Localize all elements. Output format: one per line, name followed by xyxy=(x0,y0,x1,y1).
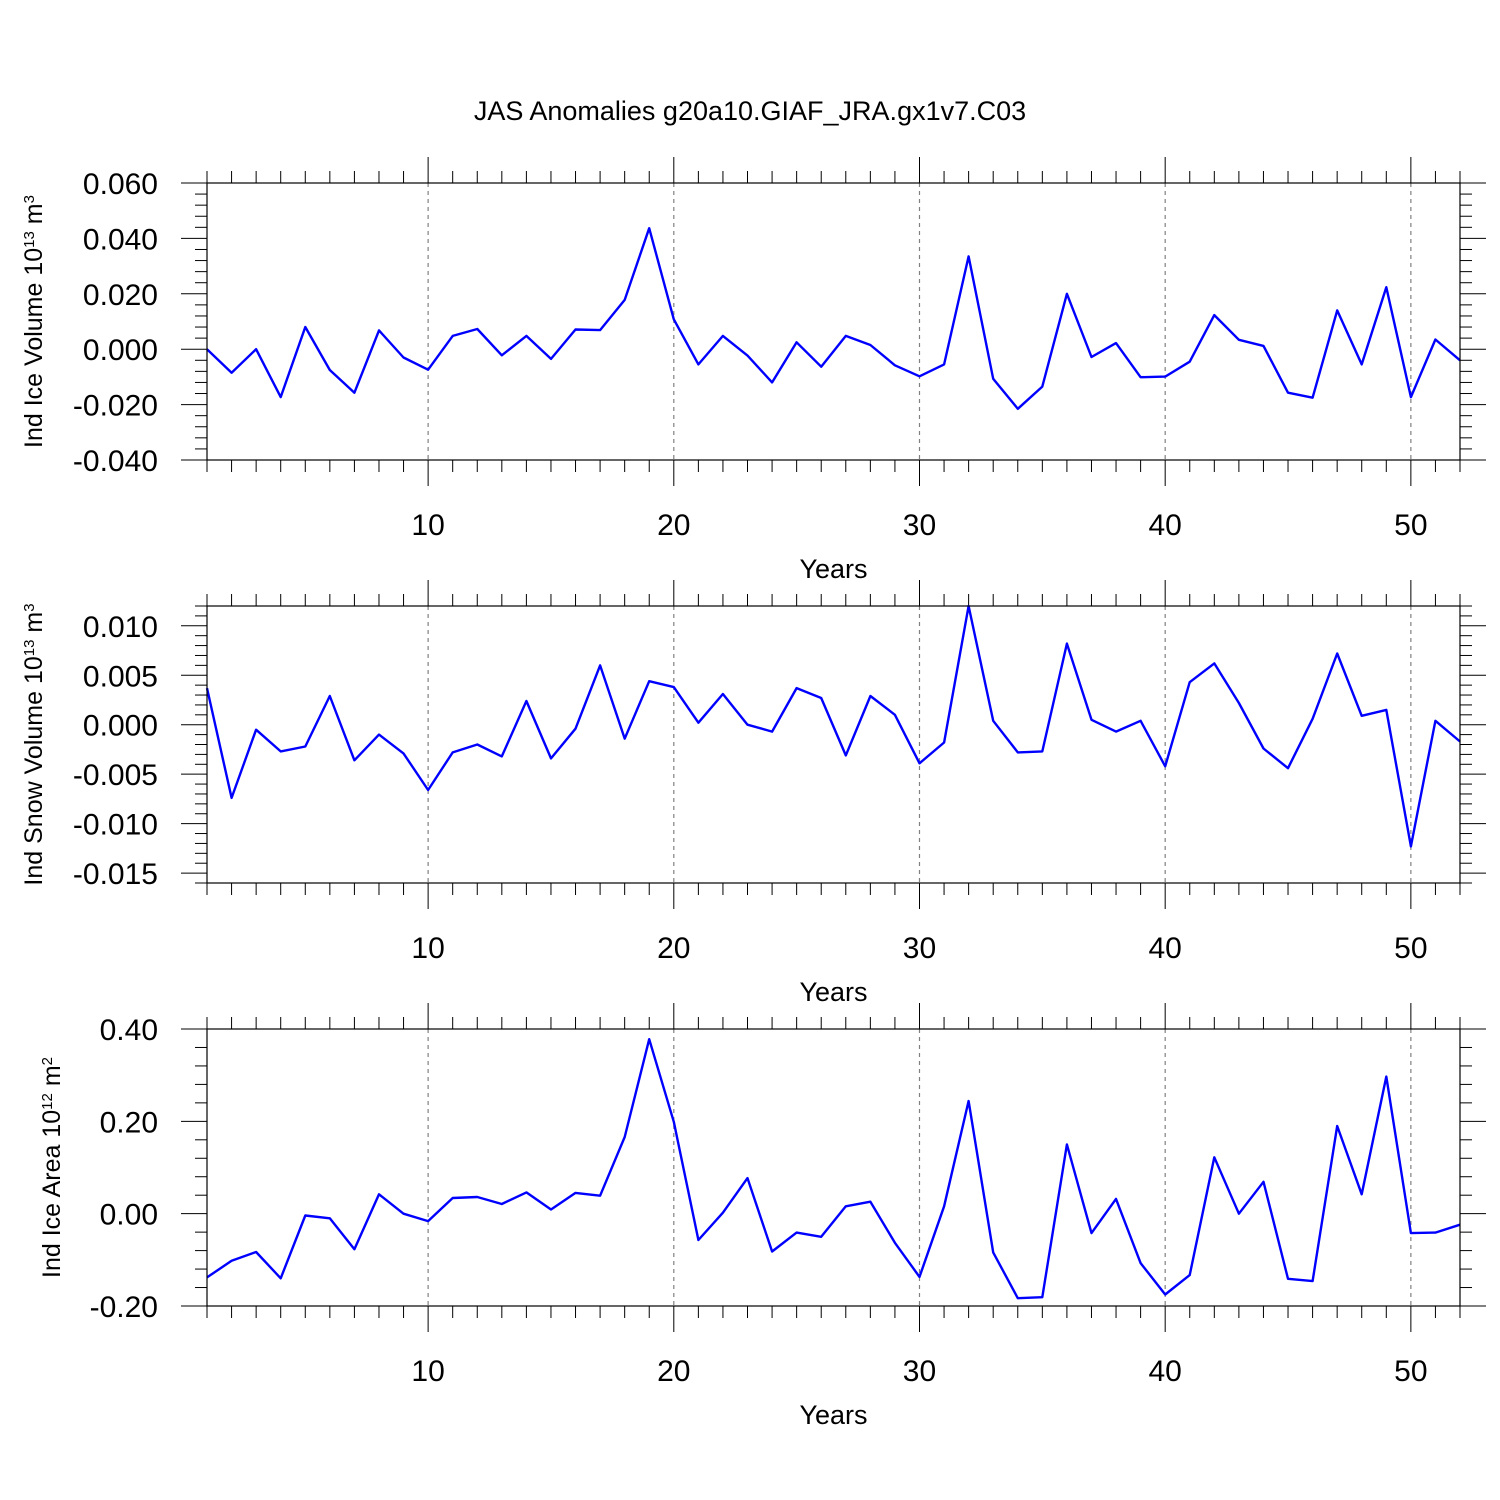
panel-2: -0.015 -0.010 -0.005 0.000 0.005 0.010 10 20 30 4… xyxy=(20,580,1486,1007)
x-tick-label: 50 xyxy=(1394,1355,1427,1388)
y-axis-label-superscript: 2 xyxy=(39,1057,56,1065)
y-tick-label: 0.20 xyxy=(100,1106,158,1139)
x-axis-label: Years xyxy=(799,977,867,1007)
y-axis-label-part: Ind Snow Volume 10 xyxy=(20,656,48,885)
y-tick-label: -0.015 xyxy=(73,858,158,891)
y-axis-label-superscript: 13 xyxy=(21,231,38,248)
y-axis-label-part: m xyxy=(20,612,48,640)
y-axis-label: Ind Snow Volume 1013 m3 xyxy=(20,603,48,885)
plot-frame xyxy=(206,1028,1461,1307)
x-tick-label: 50 xyxy=(1394,932,1427,965)
y-tick-label: 0.000 xyxy=(83,710,158,743)
y-tick-label: 0.00 xyxy=(100,1199,158,1232)
plot-frame xyxy=(206,605,1461,884)
x-tick-label: 40 xyxy=(1148,1355,1181,1388)
x-axis-label: Years xyxy=(799,1400,867,1430)
y-tick-label: 0.000 xyxy=(83,334,158,367)
plot-frame xyxy=(206,182,1461,461)
y-axis-label: Ind Ice Volume 1013 m3 xyxy=(20,195,48,448)
y-tick-label: 0.040 xyxy=(83,223,158,256)
panel-3: -0.20 0.00 0.20 0.40 10 20 30 40 50 Years Ind Ice … xyxy=(38,1003,1486,1430)
x-tick-label: 10 xyxy=(411,1355,444,1388)
x-tick-label: 30 xyxy=(903,509,936,542)
y-tick-label: 0.40 xyxy=(100,1014,158,1047)
panels: -0.040 -0.020 0.000 0.020 0.040 0.060 10 20 30 40… xyxy=(20,157,1486,1430)
series-line xyxy=(205,604,1461,848)
y-axis-label-superscript: 13 xyxy=(21,640,38,657)
y-axis-label-part: m xyxy=(20,203,48,231)
y-axis-label-superscript: 3 xyxy=(21,603,38,611)
y-tick-label: -0.005 xyxy=(73,759,158,792)
y-axis-label: Ind Ice Area 1012 m2 xyxy=(38,1057,66,1278)
y-axis-label-part: Ind Ice Volume 10 xyxy=(20,248,48,448)
y-tick-label: 0.010 xyxy=(83,611,158,644)
x-tick-label: 20 xyxy=(657,509,690,542)
x-tick-label: 20 xyxy=(657,932,690,965)
x-axis-label: Years xyxy=(799,554,867,584)
y-tick-label: 0.020 xyxy=(83,279,158,312)
y-tick-label: -0.020 xyxy=(73,390,158,423)
x-tick-label: 10 xyxy=(411,932,444,965)
x-tick-label: 40 xyxy=(1148,932,1181,965)
panel-1: -0.040 -0.020 0.000 0.020 0.040 0.060 10 20 30 40… xyxy=(20,157,1486,584)
y-tick-label: -0.20 xyxy=(90,1291,158,1324)
figure-title: JAS Anomalies g20a10.GIAF_JRA.gx1v7.C03 xyxy=(474,96,1026,126)
series-line xyxy=(206,1037,1461,1300)
y-axis-label-superscript: 12 xyxy=(39,1093,56,1110)
y-axis-label-part: m xyxy=(38,1065,66,1093)
x-tick-label: 10 xyxy=(411,509,444,542)
y-axis-label-part: Ind Ice Area 10 xyxy=(38,1110,66,1278)
y-tick-label: -0.040 xyxy=(73,445,158,478)
x-tick-label: 40 xyxy=(1148,509,1181,542)
x-tick-label: 30 xyxy=(903,932,936,965)
y-tick-label: 0.060 xyxy=(83,168,158,201)
x-tick-label: 30 xyxy=(903,1355,936,1388)
y-axis-label-superscript: 3 xyxy=(21,195,38,203)
y-tick-label: -0.010 xyxy=(73,809,158,842)
x-tick-label: 50 xyxy=(1394,509,1427,542)
y-tick-label: 0.005 xyxy=(83,660,158,693)
series-line xyxy=(206,226,1461,410)
x-tick-label: 20 xyxy=(657,1355,690,1388)
